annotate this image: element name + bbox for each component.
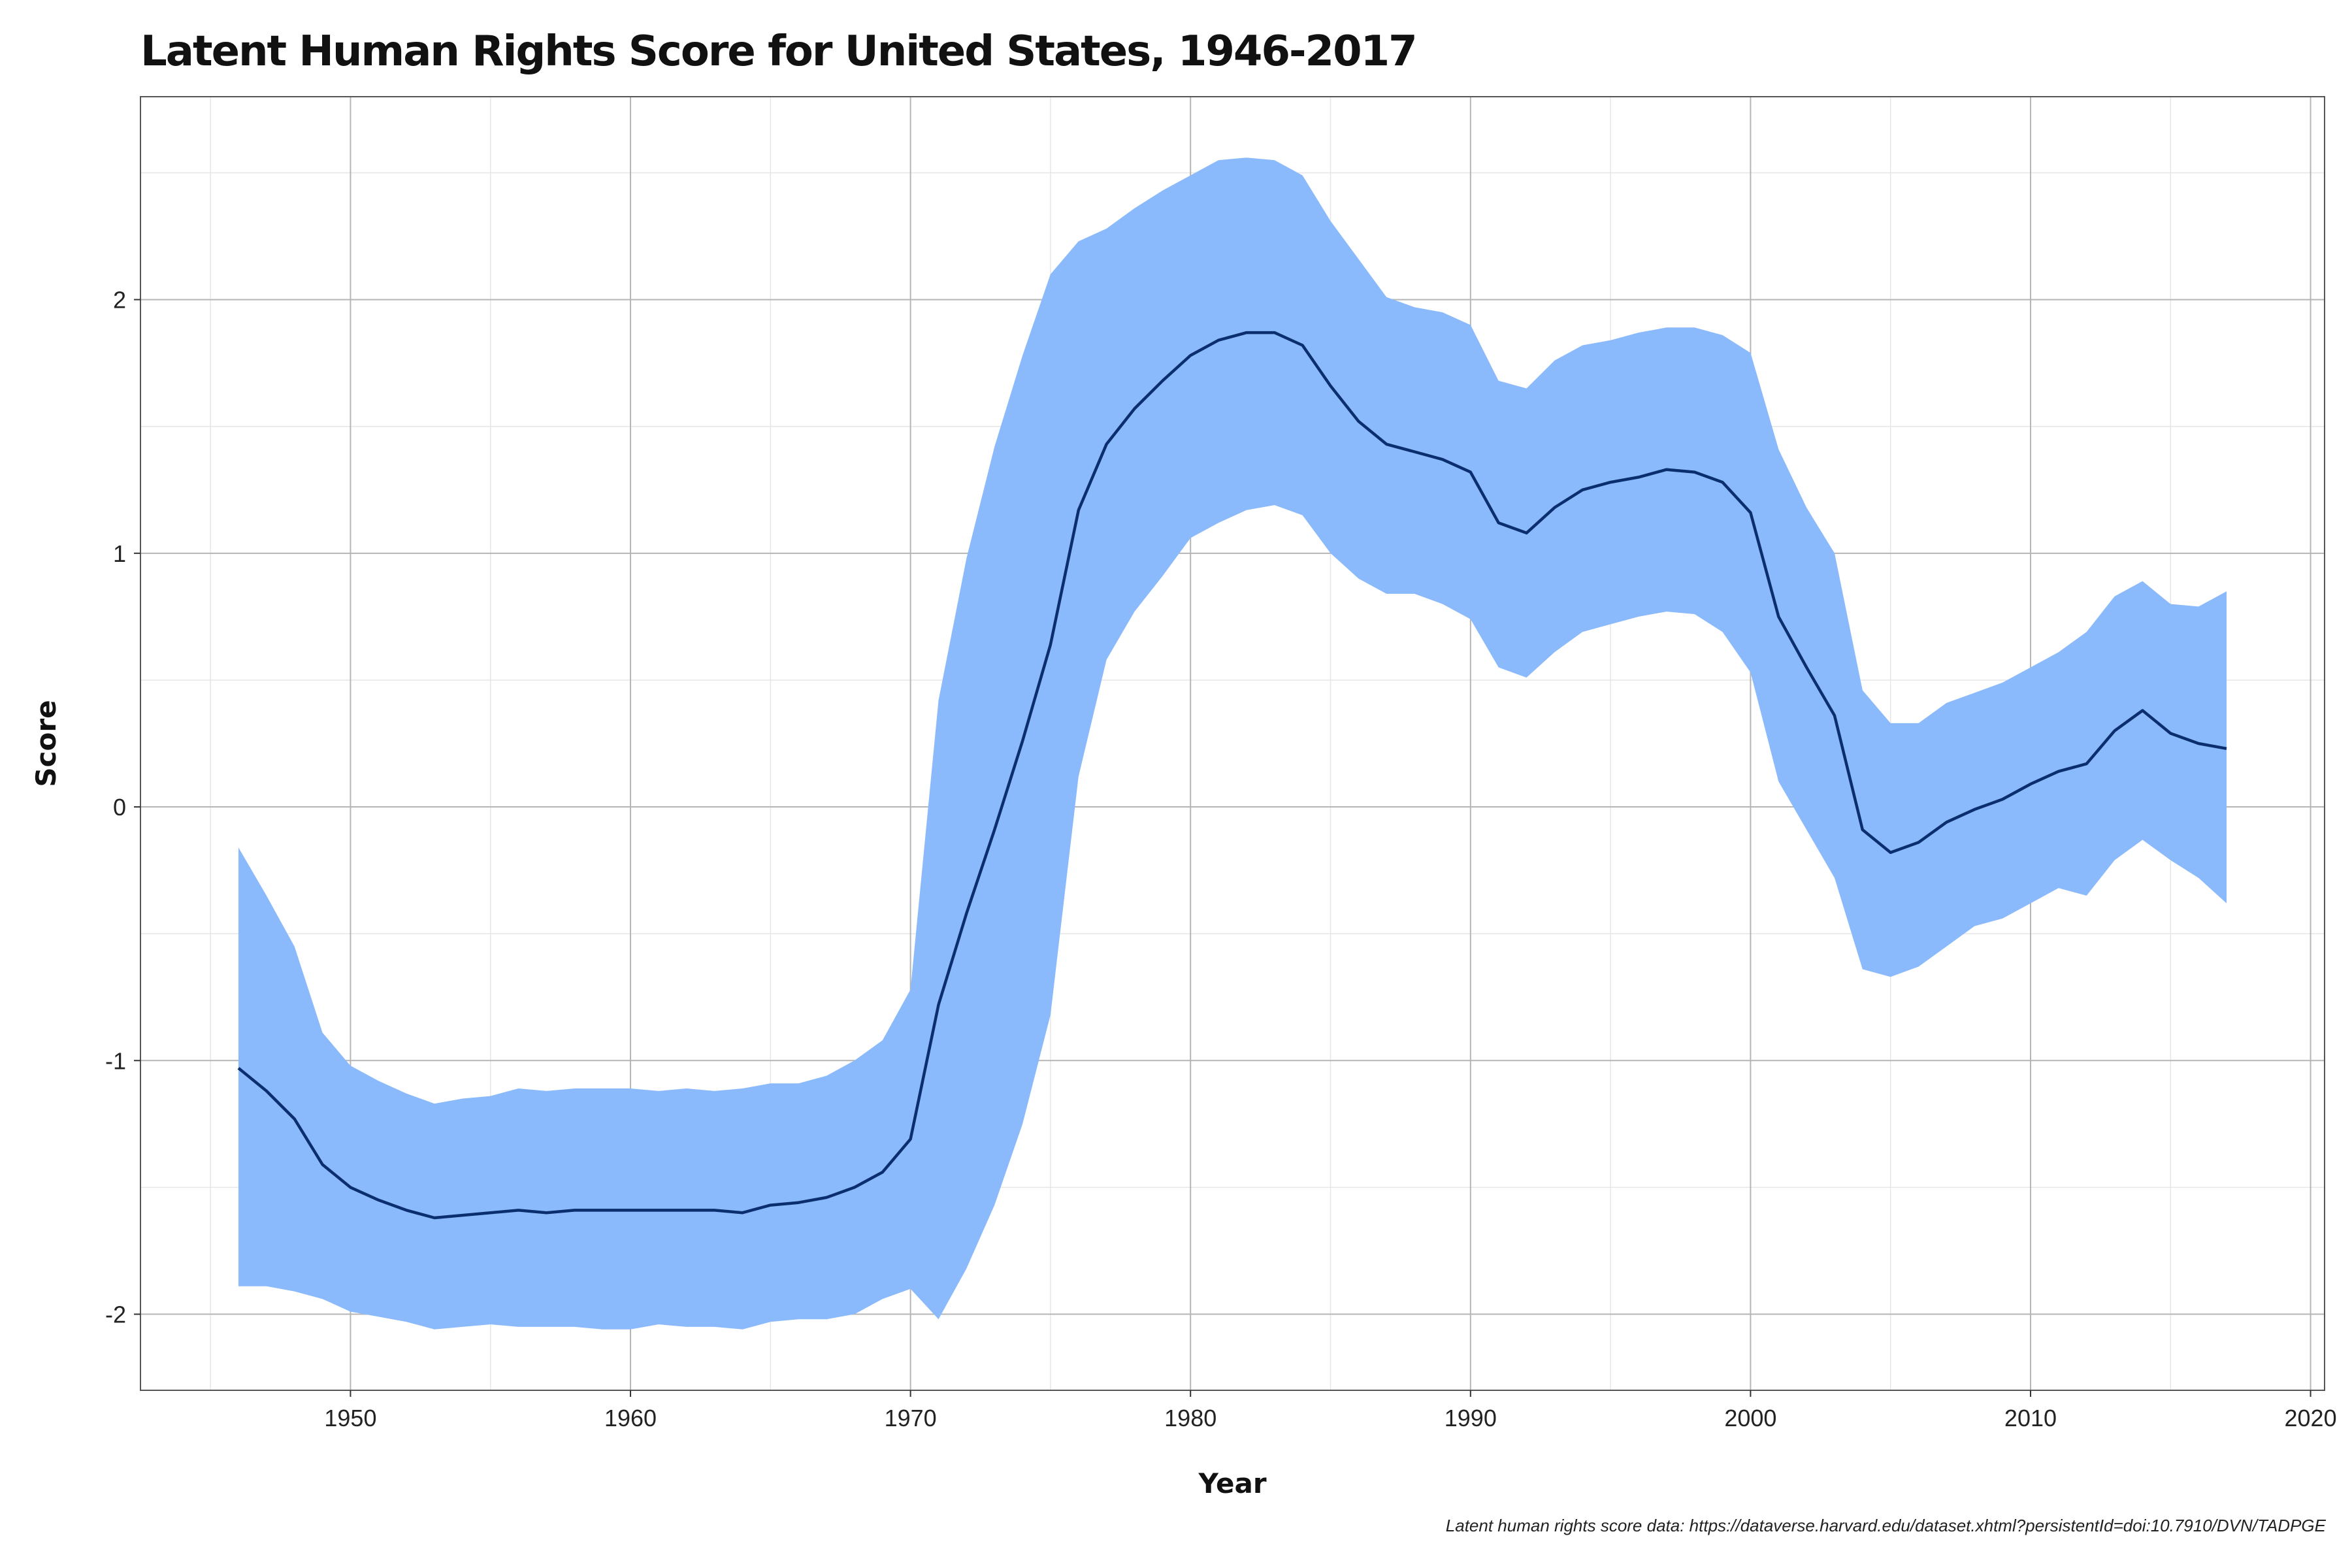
x-tick-label: 2010	[2004, 1405, 2057, 1431]
plot-panel-border	[140, 96, 2325, 1391]
y-tick-label: -2	[105, 1301, 126, 1328]
x-tick-label: 1950	[324, 1405, 376, 1431]
score-line	[237, 331, 2227, 1220]
y-axis-title: Score	[30, 700, 62, 787]
x-axis-ticks: 1950 1960 1970 1980 1990 2000 2010 2020	[324, 1390, 2337, 1431]
confidence-band	[238, 157, 2227, 1330]
x-tick-label: 2000	[1724, 1405, 1776, 1431]
major-gridlines	[140, 97, 2325, 1390]
x-axis-title: Year	[1198, 1467, 1266, 1499]
uncertainty-band	[238, 157, 2227, 1330]
data-source-caption: Latent human rights score data: https://…	[1445, 1516, 2326, 1535]
y-tick-label: -1	[105, 1047, 126, 1074]
x-tick-label: 1980	[1164, 1405, 1217, 1431]
y-tick-label: 2	[113, 287, 126, 314]
x-tick-label: 2020	[2285, 1405, 2337, 1431]
score-series	[237, 331, 2227, 1220]
y-tick-label: 1	[113, 540, 126, 567]
x-tick-label: 1960	[604, 1405, 657, 1431]
y-tick-label: 0	[113, 794, 126, 821]
y-axis-ticks: -2 -1 0 1 2	[105, 287, 140, 1328]
chart-title: Latent Human Rights Score for United Sta…	[140, 27, 1418, 76]
x-tick-label: 1990	[1445, 1405, 1497, 1431]
x-tick-label: 1970	[885, 1405, 937, 1431]
